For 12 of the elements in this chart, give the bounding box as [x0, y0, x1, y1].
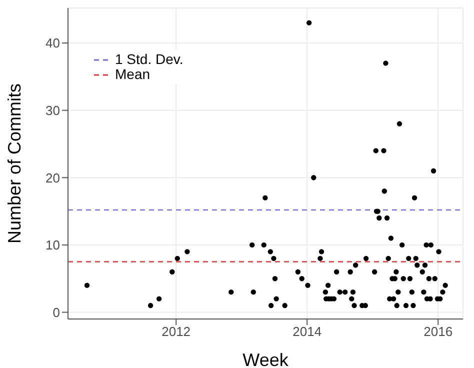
x-tick-label: 2016	[424, 324, 453, 340]
x-tick-label: 2014	[292, 324, 322, 340]
y-tick-label: 30	[46, 102, 60, 118]
y-tick-label: 20	[46, 170, 60, 186]
legend-label: 1 Std. Dev.	[115, 51, 184, 67]
y-tick-label: 40	[46, 36, 60, 51]
y-axis-title: Number of Commits	[4, 83, 24, 244]
y-tick-label: 0	[52, 304, 60, 320]
x-axis-title: Week	[242, 350, 290, 368]
legend-label: Mean	[115, 66, 150, 82]
y-tick-label: 10	[46, 238, 60, 253]
x-tick-label: 2012	[162, 324, 191, 340]
